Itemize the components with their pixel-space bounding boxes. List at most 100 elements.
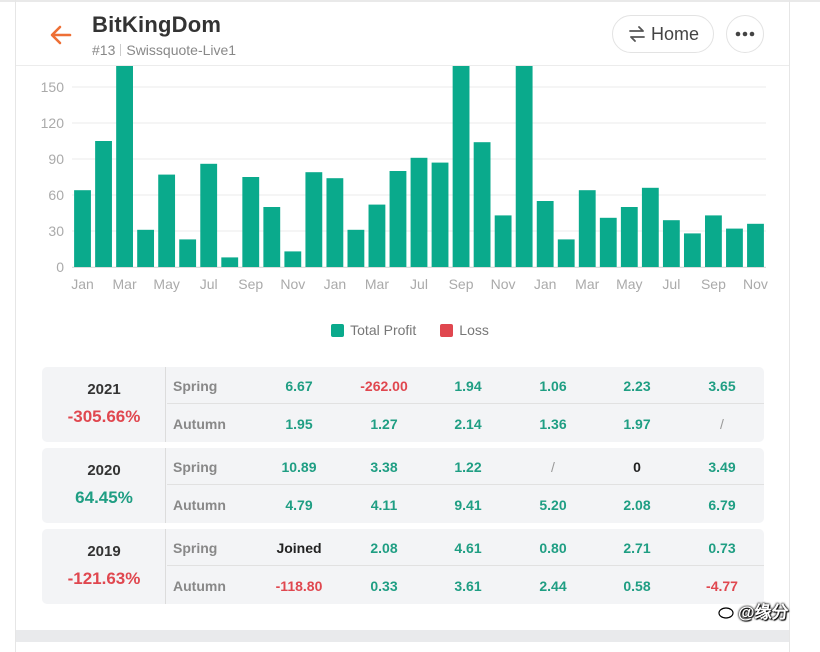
profit-bar[interactable]	[515, 66, 533, 267]
profit-chart: 0 30 60 90 120 150 Jan Mar May Jul Sep Nov Jan Mar Jul…	[16, 66, 789, 306]
month-value: 2.08	[623, 497, 651, 513]
legend-loss[interactable]: Loss	[440, 322, 489, 338]
x-tick-label: Sep	[449, 276, 474, 292]
month-value: 1.22	[454, 459, 482, 475]
profit-bar[interactable]	[431, 162, 449, 267]
month-value: 4.11	[370, 497, 398, 513]
page-header: BitKingDom #13 Swissquote-Live1 Home	[16, 2, 789, 66]
season-row-autumn: Autumn 1.95 1.27 2.14 1.36 1.97 /	[167, 405, 764, 442]
home-button-label: Home	[650, 23, 699, 44]
profit-bar[interactable]	[557, 239, 575, 267]
profit-bar[interactable]	[705, 215, 722, 267]
profit-bar[interactable]	[683, 233, 701, 267]
x-tick-label: Sep	[701, 276, 726, 292]
month-value: -4.77	[706, 578, 738, 594]
profit-bar[interactable]	[305, 172, 323, 267]
profit-bar[interactable]	[620, 207, 638, 267]
profit-bar[interactable]	[662, 220, 680, 267]
profit-bar[interactable]	[284, 251, 302, 267]
bottom-divider	[16, 630, 789, 642]
y-tick-label: 60	[48, 187, 64, 203]
year-summary: 2021 -305.66%	[42, 367, 166, 442]
profit-bar[interactable]	[242, 177, 260, 267]
month-value: 3.61	[454, 578, 482, 594]
month-value: 0.33	[370, 578, 398, 594]
x-tick-label: Jan	[324, 276, 347, 292]
y-tick-label: 150	[41, 79, 65, 95]
year-total-percent: -305.66%	[67, 407, 141, 426]
month-value: /	[551, 459, 555, 475]
left-border	[15, 0, 16, 652]
month-value: 3.38	[370, 459, 398, 475]
profit-bar[interactable]	[221, 257, 239, 267]
profit-bar[interactable]	[473, 142, 491, 267]
month-value: 0.80	[539, 540, 567, 556]
year-card-2020: 2020 64.45% Spring 10.89 3.38 1.22 / 0 3.49 Autum…	[42, 448, 764, 523]
x-tick-label: Jan	[71, 276, 94, 292]
swap-icon	[629, 26, 645, 42]
profit-bar[interactable]	[599, 217, 617, 267]
month-value: 9.41	[454, 497, 482, 513]
x-tick-label: Sep	[238, 276, 263, 292]
profit-bar[interactable]	[578, 190, 596, 267]
legend-total-profit[interactable]: Total Profit	[331, 322, 416, 338]
profit-bar[interactable]	[410, 157, 428, 267]
profit-bar[interactable]	[326, 178, 344, 267]
month-value: 10.89	[281, 459, 317, 475]
profit-bar[interactable]	[452, 66, 470, 267]
profit-bar[interactable]	[137, 229, 155, 267]
profit-bar[interactable]	[74, 190, 91, 267]
profit-bar[interactable]	[263, 207, 281, 267]
season-label: Autumn	[173, 416, 226, 432]
profit-bar[interactable]	[95, 141, 112, 267]
month-value: 6.79	[708, 497, 736, 513]
year-card-2019: 2019 -121.63% Spring Joined 2.08 4.61 0.80 2.71…	[42, 529, 764, 604]
profit-bar[interactable]	[200, 163, 218, 267]
season-label: Autumn	[173, 578, 226, 594]
home-button[interactable]: Home	[612, 15, 714, 53]
month-value: -118.80	[275, 578, 323, 594]
server-name: Swissquote-Live1	[126, 42, 237, 58]
profit-bar[interactable]	[494, 215, 512, 267]
profit-bar[interactable]	[726, 228, 743, 267]
season-label: Autumn	[173, 497, 226, 513]
profit-bar[interactable]	[536, 201, 554, 267]
month-value: 1.36	[539, 416, 567, 432]
month-value: 1.95	[285, 416, 313, 432]
watermark-text: @缘分	[738, 603, 789, 622]
season-label: Spring	[173, 378, 218, 394]
month-value: 0.73	[708, 540, 736, 556]
profit-bar[interactable]	[179, 239, 197, 267]
legend-profit-swatch	[331, 323, 345, 337]
profit-bar[interactable]	[368, 204, 386, 267]
x-tick-label: May	[153, 276, 179, 292]
legend-loss-label: Loss	[459, 322, 489, 338]
x-tick-label: Jul	[200, 276, 218, 292]
y-tick-label: 120	[41, 115, 65, 131]
profit-bar[interactable]	[116, 66, 133, 267]
season-row-spring: Spring Joined 2.08 4.61 0.80 2.71 0.73	[167, 529, 764, 566]
account-number: #13	[92, 42, 116, 58]
legend-profit-label: Total Profit	[350, 322, 417, 338]
profit-bar[interactable]	[747, 223, 764, 267]
profit-bar[interactable]	[641, 187, 659, 267]
season-label: Spring	[173, 540, 218, 556]
x-tick-label: Jul	[662, 276, 680, 292]
month-value: 3.65	[708, 378, 736, 394]
season-row-autumn: Autumn -118.80 0.33 3.61 2.44 0.58 -4.77	[167, 567, 764, 604]
legend-loss-swatch	[440, 323, 454, 337]
back-arrow-icon[interactable]	[48, 22, 74, 48]
more-button[interactable]	[726, 15, 764, 53]
account-subtitle: #13 Swissquote-Live1	[92, 42, 236, 58]
season-row-spring: Spring 6.67 -262.00 1.94 1.06 2.23 3.65	[167, 367, 764, 404]
profit-bar[interactable]	[158, 174, 176, 267]
profit-bar[interactable]	[389, 171, 407, 267]
season-row-spring: Spring 10.89 3.38 1.22 / 0 3.49	[167, 448, 764, 485]
month-value: 2.14	[454, 416, 482, 432]
year-label: 2020	[87, 462, 121, 479]
month-value: 6.67	[285, 378, 313, 394]
profit-bar[interactable]	[347, 229, 365, 267]
y-tick-label: 0	[56, 259, 64, 275]
year-card-2021: 2021 -305.66% Spring 6.67 -262.00 1.94 1.06 2.2…	[42, 367, 764, 442]
month-value: 2.71	[623, 540, 651, 556]
